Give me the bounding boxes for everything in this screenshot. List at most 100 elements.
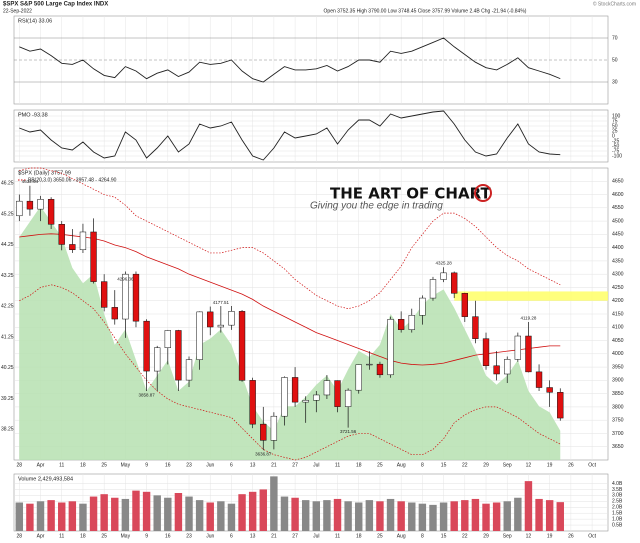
volume-bar	[323, 500, 331, 531]
volume-bar	[185, 496, 193, 531]
x-tick-label: Jun	[206, 462, 214, 468]
volume-bar	[79, 503, 87, 531]
y-tick-label: -75	[612, 148, 619, 154]
volume-bar	[58, 502, 66, 531]
x-tick-label: 27	[292, 462, 298, 468]
y-tick-label: 3850	[612, 391, 624, 397]
candle-body	[344, 389, 352, 407]
x-tick-label: 8	[421, 533, 424, 539]
y-tick-label: 50	[612, 57, 618, 63]
price-annotation: 4632.94	[22, 179, 39, 184]
legend-label: BB(20,3.0) 3650.06 - 3957.48 - 4264.90	[28, 177, 117, 183]
candle-body	[557, 392, 564, 419]
volume-bar	[270, 476, 278, 531]
x-tick-label: Apr	[37, 462, 45, 468]
candle-body	[26, 200, 34, 210]
x-tick-label: 12	[526, 462, 532, 468]
candle-body	[397, 319, 405, 330]
volume-bar	[111, 497, 119, 531]
x-tick-label: 16	[165, 533, 171, 539]
volume-bar	[301, 500, 310, 531]
volume-bar	[355, 502, 363, 531]
volume-bar	[386, 498, 395, 531]
candle-body	[122, 273, 129, 320]
y-tick-label: -50	[612, 143, 619, 149]
volume-bar	[174, 493, 183, 531]
volume-bar	[100, 494, 108, 531]
x-tick-label: 18	[356, 462, 362, 468]
volume-bar	[471, 498, 480, 531]
x-tick-label: 9	[145, 462, 148, 468]
x-tick-label: 22	[462, 462, 468, 468]
y-tick-label: 4400	[612, 245, 624, 251]
x-tick-label: Apr	[37, 533, 45, 539]
volume-bar	[408, 502, 416, 531]
volume-bar	[47, 500, 55, 531]
candle-body	[154, 347, 161, 372]
x-tick-label: 11	[335, 533, 340, 539]
volume-bar	[492, 502, 501, 531]
y-tick-label: 4650	[612, 179, 624, 185]
x-tick-label: 11	[59, 462, 64, 468]
price-annotation: 4296.36	[117, 276, 134, 281]
volume-bar	[142, 491, 151, 531]
volume-bar	[164, 497, 172, 531]
watermark-title: THE ART OF CHART	[330, 185, 491, 203]
volume-bar	[376, 501, 384, 531]
volume-bar	[132, 490, 140, 531]
y-tick-label: 3800	[612, 404, 624, 410]
x-tick-label: 12	[526, 533, 532, 539]
candle-body	[175, 330, 182, 381]
candle-body	[228, 311, 235, 326]
y-tick-label: 4150	[612, 311, 624, 317]
y-tick-label: -100	[612, 153, 622, 159]
x-tick-label: May	[121, 462, 131, 468]
band-middle	[19, 233, 561, 366]
x-tick-label: Sep	[503, 462, 512, 468]
candle-body	[366, 363, 373, 366]
candle-body	[472, 316, 479, 339]
candle-body	[376, 363, 384, 376]
left-tick-label: 45.25	[1, 211, 14, 217]
volume-bar	[291, 497, 299, 531]
left-tick-label: 44.25	[1, 242, 14, 248]
volume-bar	[397, 501, 405, 531]
x-tick-label: 13	[250, 462, 256, 468]
x-tick-label: 15	[441, 533, 447, 539]
y-tick-label: 4100	[612, 325, 624, 331]
resistance-zone	[454, 291, 608, 301]
x-tick-label: 15	[441, 462, 447, 468]
x-tick-label: 23	[186, 533, 192, 539]
volume-bar	[524, 481, 533, 531]
x-tick-label: 6	[230, 533, 233, 539]
volume-bar	[514, 497, 522, 531]
y-tick-label: 3650	[612, 444, 624, 450]
candle-body	[238, 311, 246, 381]
volume-bar	[89, 496, 98, 531]
volume-bar	[26, 503, 34, 531]
x-tick-label: Oct	[588, 533, 596, 539]
y-tick-label: 4000	[612, 351, 624, 357]
y-tick-label: 2.0B	[612, 505, 623, 511]
candle-body	[260, 423, 267, 441]
x-tick-label: 11	[335, 462, 340, 468]
candle-body	[90, 231, 97, 282]
x-tick-label: 6	[230, 462, 233, 468]
volume-bar	[15, 502, 24, 531]
panel-title: Volume 2,429,493,584	[18, 476, 73, 482]
x-tick-label: 23	[186, 462, 192, 468]
volume-bar	[217, 501, 225, 531]
price-annotation: 4177.51	[213, 300, 230, 305]
volume-bar	[482, 503, 490, 531]
candle-body	[291, 377, 299, 403]
candle-body	[196, 311, 203, 360]
x-tick-label: Oct	[588, 462, 596, 468]
volume-bar	[333, 498, 342, 531]
x-tick-label: 18	[80, 462, 86, 468]
x-tick-label: 21	[271, 533, 277, 539]
left-tick-label: 40.25	[1, 365, 14, 371]
volume-bar	[450, 501, 458, 531]
y-tick-label: 3.5B	[612, 487, 623, 493]
panel-title: $SPX (Daily) 3757.99	[18, 170, 71, 176]
candle-body	[440, 272, 447, 280]
